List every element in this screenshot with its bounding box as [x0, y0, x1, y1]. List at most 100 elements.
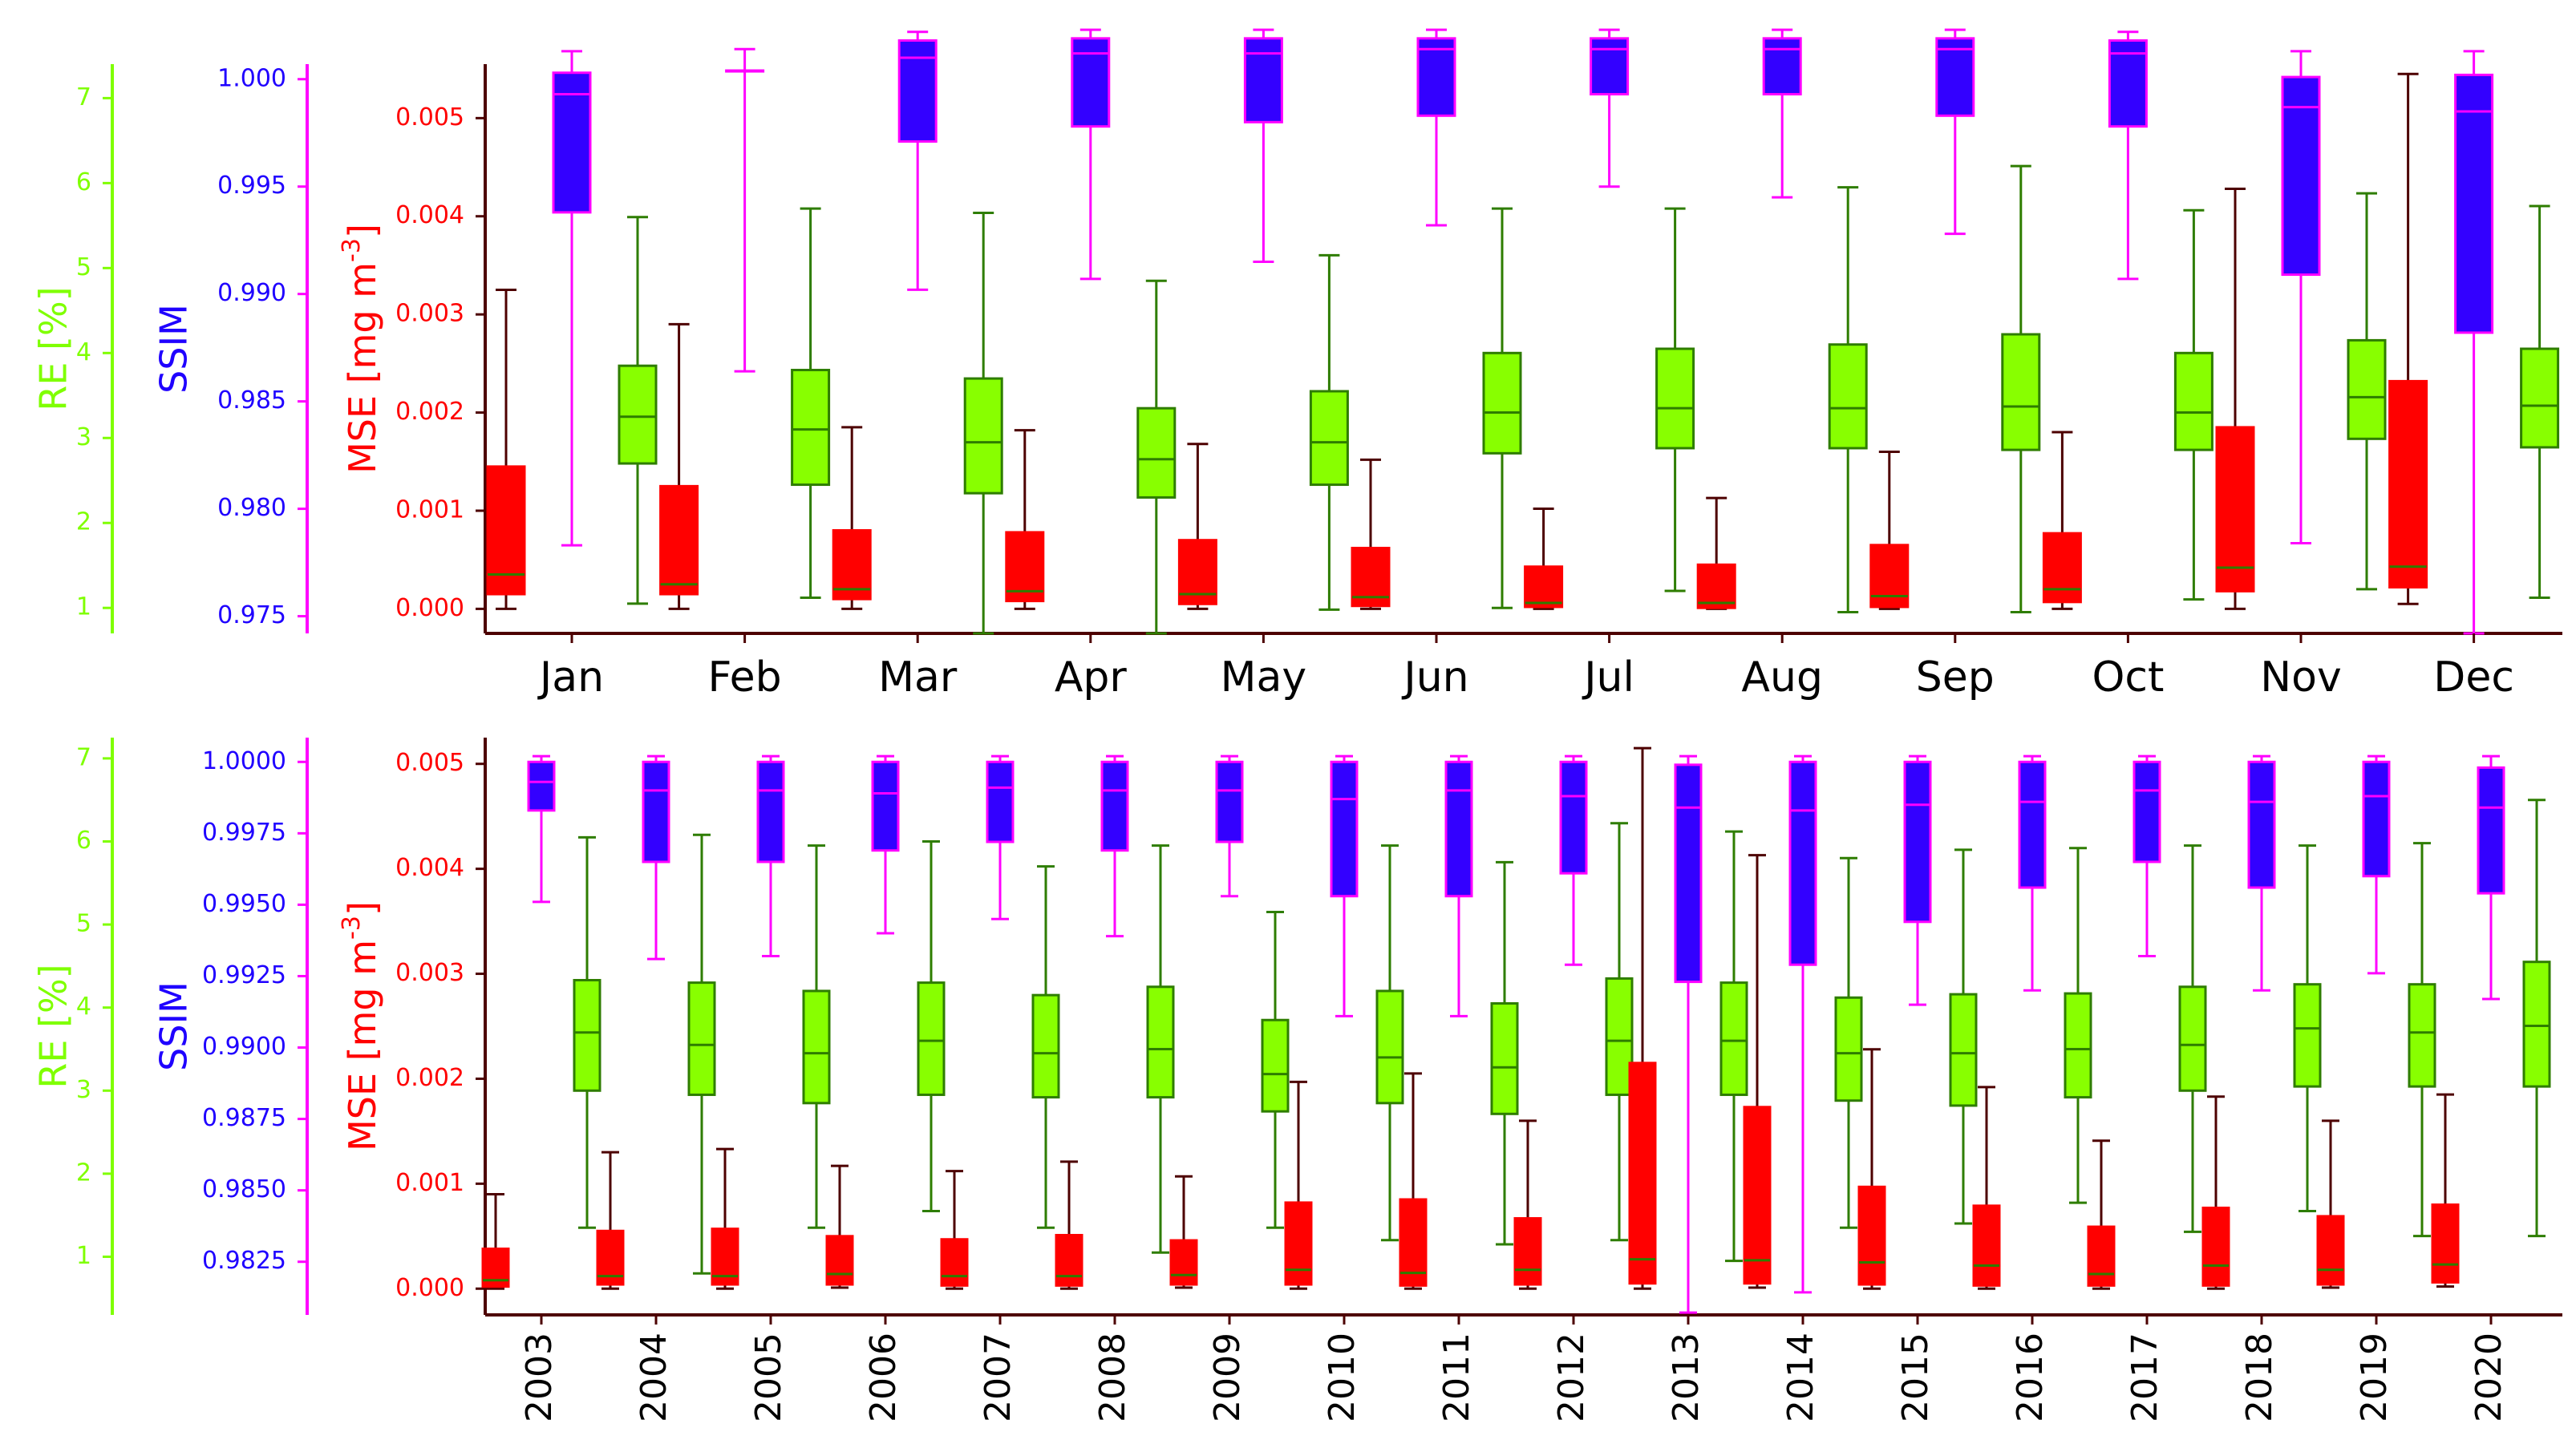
iqr-box [1869, 544, 1910, 609]
yearly-mse-box-2006 [825, 1164, 854, 1289]
iqr-box [2454, 73, 2494, 334]
yearly-ssim-box-2008 [1100, 754, 1129, 938]
monthly-ssim-box-May [1243, 28, 1283, 263]
yearly-mse-box-2018 [2201, 1095, 2230, 1290]
monthly-x-tick-label: Apr [1055, 653, 1128, 702]
yearly-re-axis-label: RE [%] [32, 964, 75, 1088]
yearly-re-axis-ticks: 1 2 3 4 5 6 7 [76, 743, 112, 1270]
iqr-box [2201, 1206, 2230, 1287]
monthly-x-tick-label: Jul [1582, 653, 1634, 702]
yearly-re-box-2007 [1031, 865, 1060, 1229]
iqr-box [1605, 977, 1634, 1096]
yearly-re-box-2011 [1490, 860, 1519, 1246]
iqr-box [825, 1235, 854, 1286]
monthly-re-box-Jan [618, 216, 658, 605]
monthly-re-axis-label: RE [%] [32, 286, 75, 411]
iqr-box [1719, 981, 1748, 1096]
yearly-x-tick-label: 2010 [1322, 1333, 1363, 1422]
yearly-mse-axis-ticks: 0.000 0.001 0.002 0.003 0.004 0.005 [395, 749, 485, 1302]
yearly-x-tick-label: 2014 [1780, 1333, 1821, 1422]
monthly-re-tick-label: 2 [76, 508, 91, 536]
iqr-box [1743, 1106, 1772, 1285]
yearly-re-tick-label: 7 [76, 743, 91, 771]
monthly-ssim-box-Jun [1416, 28, 1456, 227]
monthly-mse-box-Feb [659, 322, 699, 610]
iqr-box [1628, 1062, 1657, 1285]
yearly-ssim-box-2014 [1788, 754, 1817, 1294]
yearly-mse-box-2005 [711, 1147, 739, 1290]
yearly-x-tick-label: 2006 [863, 1333, 904, 1422]
monthly-re-box-Oct [2173, 208, 2213, 601]
monthly-mse-box-Mar [832, 426, 872, 610]
iqr-box [1071, 37, 1111, 128]
iqr-box [1261, 1018, 1290, 1113]
monthly-boxes [486, 28, 2560, 635]
yearly-re-box-2018 [2293, 844, 2322, 1213]
yearly-re-box-2004 [687, 833, 716, 1275]
monthly-re-tick-label: 5 [76, 253, 91, 281]
yearly-mse-box-2015 [1857, 1048, 1886, 1290]
yearly-x-tick-label: 2003 [519, 1333, 560, 1422]
monthly-re-box-May [1309, 253, 1349, 611]
yearly-ssim-box-2018 [2247, 754, 2276, 992]
iqr-box [2042, 532, 2082, 604]
iqr-box [2347, 338, 2387, 440]
iqr-box [552, 71, 592, 214]
yearly-x-tick-label: 2007 [978, 1333, 1019, 1422]
yearly-re-box-2009 [1261, 911, 1290, 1229]
iqr-box [1949, 993, 1978, 1107]
monthly-re-box-Dec [2520, 204, 2560, 599]
monthly-ssim-tick-label: 0.995 [217, 172, 286, 200]
yearly-ssim-box-2019 [2362, 754, 2391, 975]
yearly-ssim-tick-label: 0.9900 [202, 1033, 286, 1061]
yearly-ssim-box-2004 [642, 754, 670, 961]
yearly-mse-tick-label: 0.001 [395, 1169, 464, 1197]
yearly-x-ticks: 2003 2004 2005 2006 2007 2008 2009 2010 2011 2012… [519, 1315, 2509, 1422]
yearly-ssim-tick-label: 0.9975 [202, 819, 286, 847]
iqr-box [1284, 1201, 1313, 1286]
monthly-re-box-Sep [2001, 164, 2041, 614]
iqr-box [1416, 37, 1456, 117]
monthly-mse-box-Jun [1351, 458, 1391, 610]
yearly-x-tick-label: 2020 [2469, 1333, 2509, 1422]
iqr-box [2132, 760, 2161, 864]
iqr-box [1136, 406, 1177, 499]
yearly-ssim-tick-label: 0.9875 [202, 1104, 286, 1132]
iqr-box [802, 989, 831, 1105]
yearly-re-box-2016 [2064, 847, 2092, 1204]
monthly-mse-label-exponent: -3 [338, 238, 366, 262]
iqr-box [1482, 351, 1522, 455]
iqr-box [832, 528, 872, 601]
monthly-ssim-tick-label: 0.975 [217, 601, 286, 629]
yearly-ssim-box-2009 [1215, 754, 1244, 898]
monthly-re-tick-label: 3 [76, 423, 91, 451]
yearly-re-box-2012 [1605, 822, 1634, 1242]
yearly-ssim-box-2003 [527, 754, 556, 904]
monthly-re-tick-label: 4 [76, 338, 91, 366]
yearly-mse-box-2020 [2431, 1093, 2460, 1288]
yearly-ssim-box-2015 [1903, 754, 1932, 1006]
yearly-ssim-box-2020 [2477, 754, 2505, 1001]
monthly-ssim-box-Nov [2281, 50, 2321, 544]
monthly-x-tick-label: May [1221, 653, 1307, 702]
monthly-ssim-box-Apr [1071, 28, 1111, 281]
iqr-box [1590, 37, 1630, 96]
iqr-box [897, 39, 938, 143]
monthly-mse-box-Aug [1696, 496, 1736, 610]
monthly-ssim-box-Mar [897, 30, 938, 291]
monthly-x-tick-label: Oct [2092, 653, 2164, 702]
iqr-box [2520, 347, 2560, 449]
iqr-box [756, 760, 785, 864]
yearly-mse-box-2016 [1972, 1086, 2001, 1290]
iqr-box [1100, 760, 1129, 852]
monthly-x-tick-label: Sep [1916, 653, 1995, 702]
monthly-ssim-axis-label: SSIM [152, 304, 196, 394]
yearly-x-tick-label: 2013 [1666, 1333, 1707, 1422]
monthly-mse-tick-label: 0.004 [395, 201, 464, 229]
iqr-box [1169, 1239, 1198, 1286]
yearly-x-tick-label: 2018 [2239, 1333, 2280, 1422]
yearly-re-tick-label: 3 [76, 1076, 91, 1104]
iqr-box [573, 979, 601, 1092]
monthly-re-tick-label: 6 [76, 168, 91, 196]
yearly-re-tick-label: 6 [76, 827, 91, 855]
